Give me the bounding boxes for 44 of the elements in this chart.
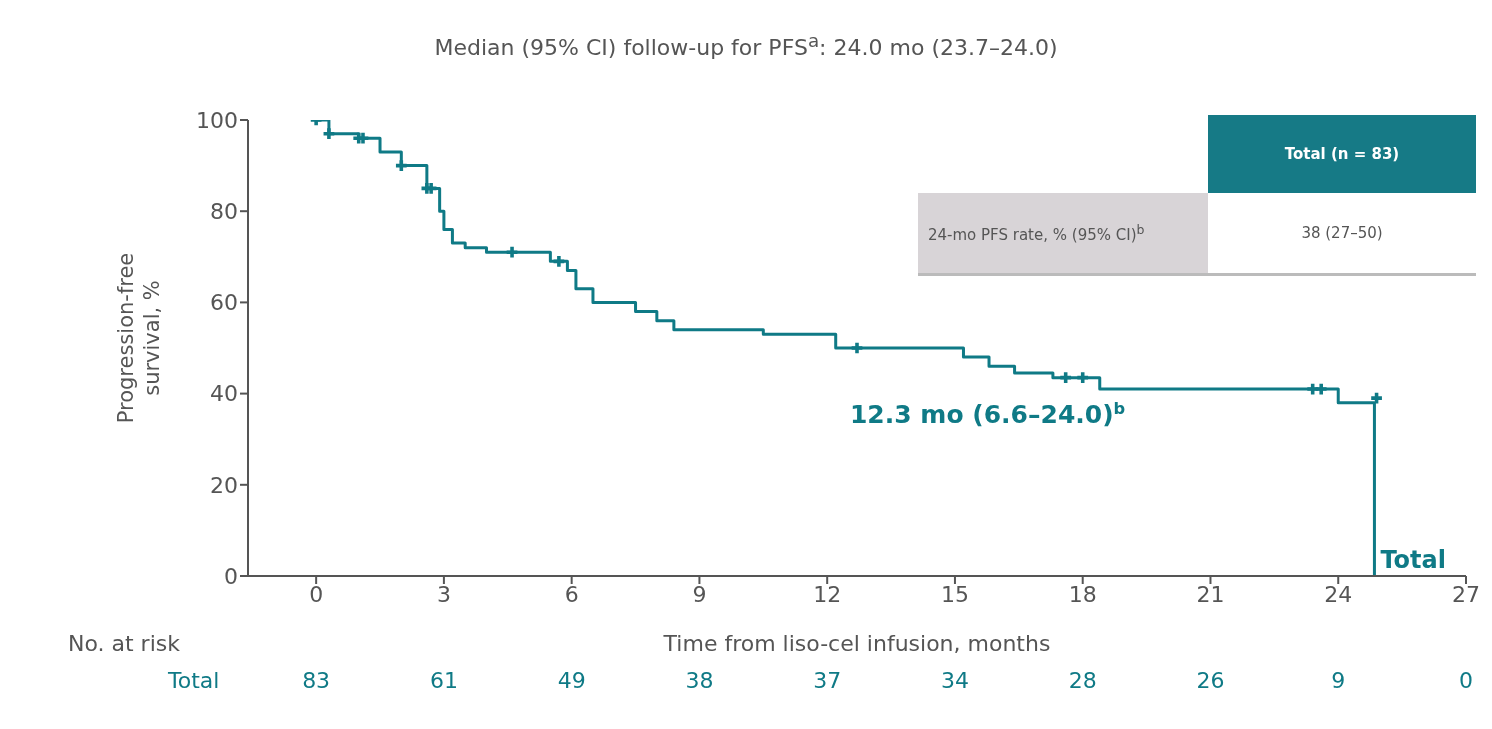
- y-tick-label: 100: [196, 107, 238, 133]
- text: 38: [684, 668, 715, 693]
- annotation: 12.3 mo (6.6–24.0)$^{b}$: [849, 398, 1126, 430]
- point: [1315, 383, 1327, 395]
- text: 9: [1330, 668, 1347, 693]
- chart-subtitle: Median (95% CI) follow-up for PFS$^{a}$: 24.0 mo (23.7–24.0): [434, 30, 1058, 61]
- text: 0: [1458, 668, 1474, 693]
- y-tick-label: 40: [210, 381, 238, 407]
- annotation: 38 (27–50): [1300, 223, 1384, 244]
- y-tick-label: 80: [210, 199, 238, 225]
- x-tick-label: 12: [813, 581, 842, 607]
- text: 61: [428, 668, 459, 693]
- text: 26: [1195, 668, 1226, 693]
- x-tick-label: 27: [1452, 581, 1480, 607]
- x-tick-label: 21: [1196, 581, 1225, 607]
- y-tick-label: 0: [224, 563, 238, 589]
- text: 49: [556, 668, 587, 693]
- pfs-rate-table: Total (n = 83) 24-mo PFS rate, % (95% CI)$^{b}$ 38 (27–50): [918, 115, 1478, 276]
- x-tick-label: 24: [1324, 581, 1353, 607]
- x-axis-title: Time from liso-cel infusion, months: [662, 631, 1052, 656]
- series-label: Total: [1380, 546, 1447, 574]
- point: [1371, 392, 1382, 404]
- x-tick-label: 9: [692, 581, 707, 607]
- x-tick-label: 18: [1068, 581, 1097, 607]
- point: [323, 128, 335, 140]
- text: 28: [1067, 668, 1098, 693]
- point: [851, 342, 863, 354]
- y-tick-label: 60: [210, 290, 238, 316]
- text: No. at risk: [68, 631, 180, 656]
- text: 83: [301, 668, 332, 693]
- x-tick-label: 0: [309, 581, 324, 607]
- text: 37: [812, 668, 843, 693]
- text: Total: [168, 668, 220, 693]
- point: [506, 246, 518, 258]
- x-tick-label: 6: [564, 581, 579, 607]
- x-tick-label: 3: [436, 581, 451, 607]
- table-header-cell: Total (n = 83): [1208, 115, 1476, 193]
- point: [1077, 372, 1089, 384]
- x-tick-label: 15: [940, 581, 969, 607]
- point: [553, 255, 565, 267]
- y-axis-title: Progression-free survival, %: [113, 251, 165, 426]
- text: 34: [939, 668, 970, 693]
- y-tick-label: 20: [210, 472, 238, 498]
- annotation: 24-mo PFS rate, % (95% CI)$^{b}$: [928, 222, 1145, 244]
